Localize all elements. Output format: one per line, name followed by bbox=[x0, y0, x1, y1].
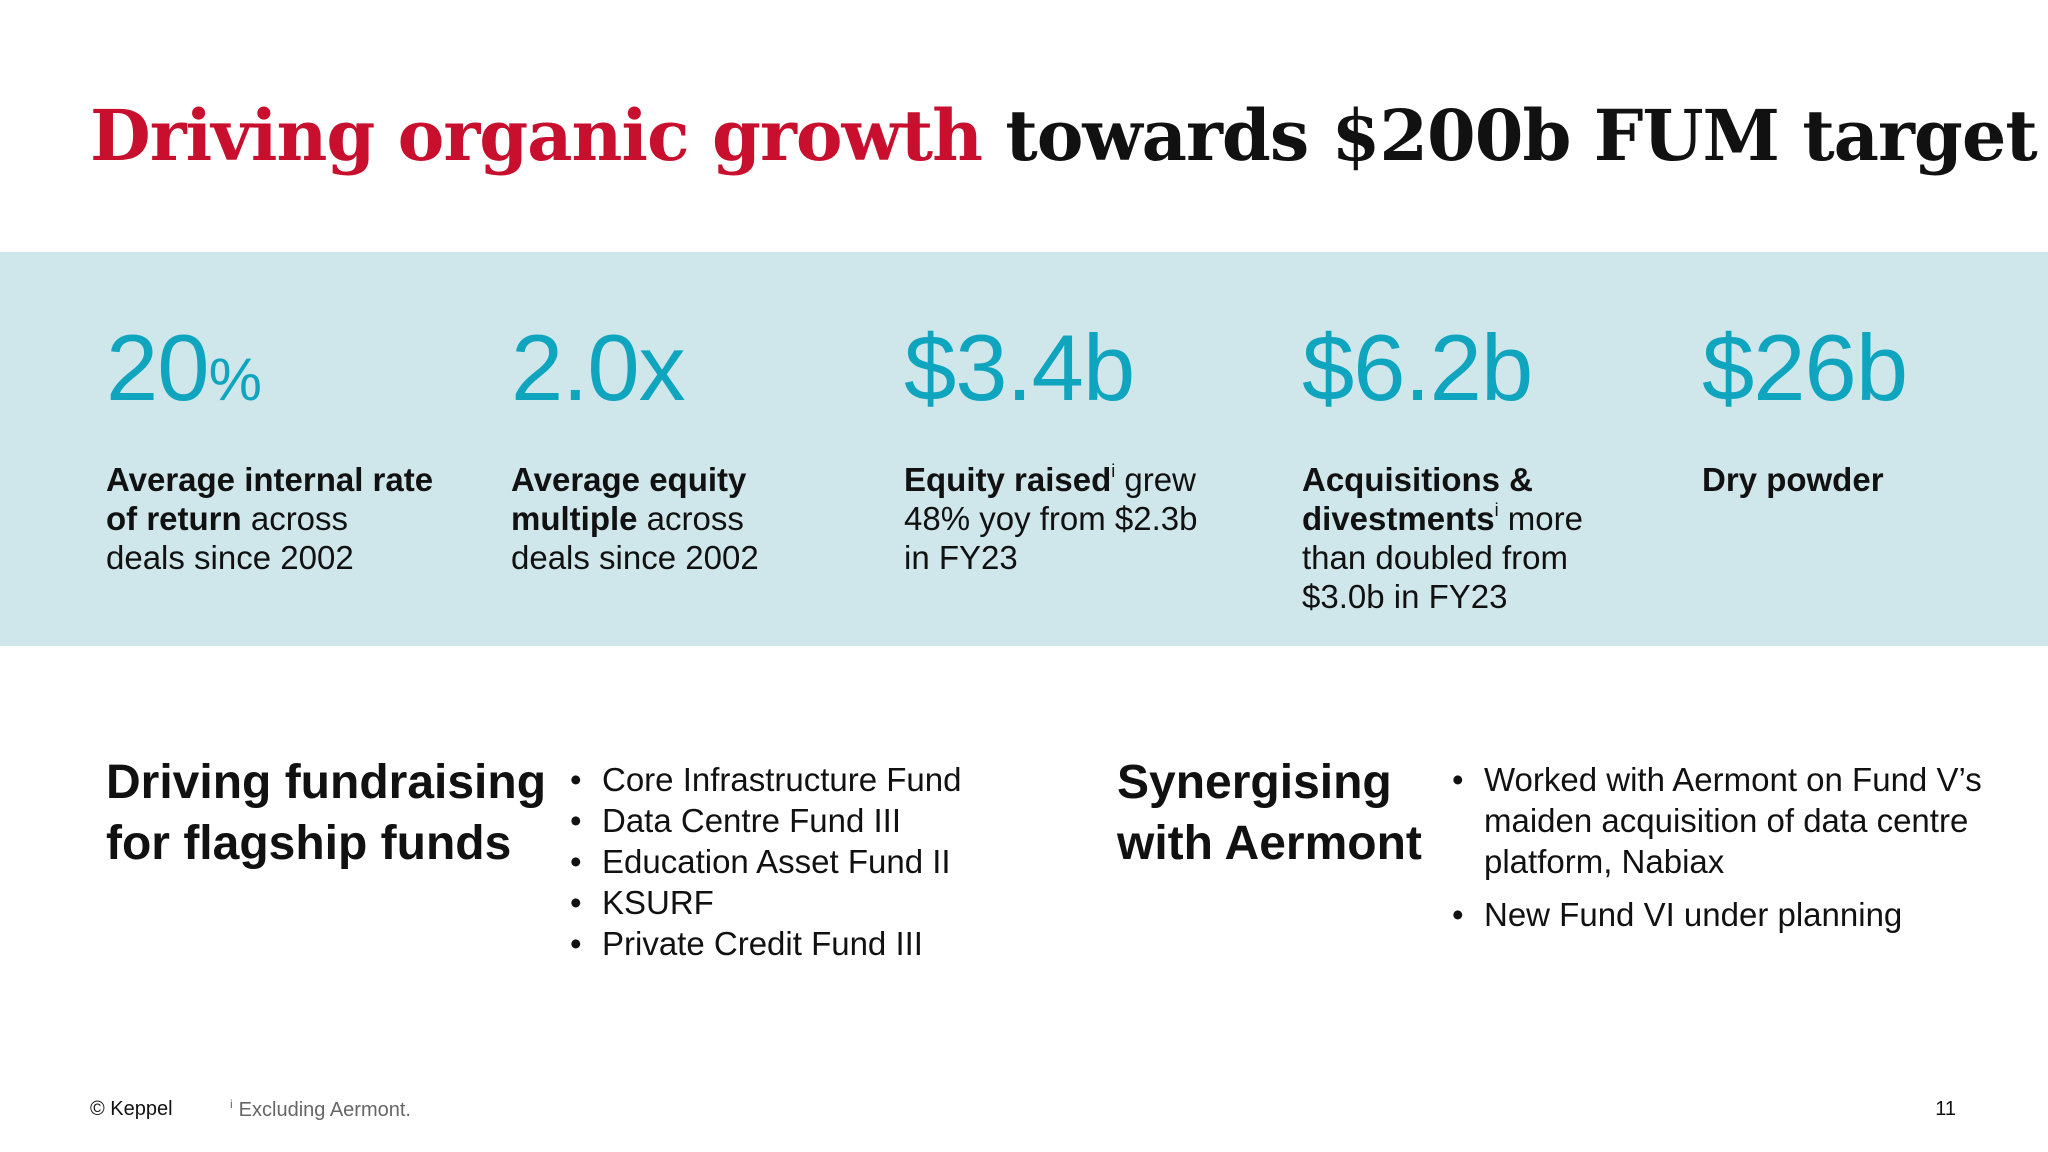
stat-equity-multiple: 2.0x Average equity multiple across deal… bbox=[511, 318, 841, 577]
stat-label-bold: Dry powder bbox=[1702, 461, 1884, 498]
stat-label-bold: Acquisitions & divestments bbox=[1302, 461, 1534, 537]
stat-label-bold: Equity raised bbox=[904, 461, 1112, 498]
stat-label-rest: across deals since 2002 bbox=[511, 500, 759, 576]
title-rest: towards $200b FUM target bbox=[982, 94, 2037, 177]
stat-description: Average equity multiple across deals sin… bbox=[511, 460, 781, 577]
stat-acquisitions-divestments: $6.2b Acquisitions & divestmentsi more t… bbox=[1302, 318, 1632, 616]
stat-label-rest: more than doubled from $3.0b in FY23 bbox=[1302, 500, 1583, 615]
footnote-marker: i bbox=[230, 1097, 233, 1111]
stat-label-bold: Average equity multiple bbox=[511, 461, 747, 537]
aermont-heading: Synergising with Aermont bbox=[1117, 752, 1422, 874]
copyright: © Keppel bbox=[90, 1098, 173, 1120]
list-item: KSURF bbox=[570, 882, 1030, 923]
list-item: Data Centre Fund III bbox=[570, 800, 1030, 841]
stat-number: 20 bbox=[106, 315, 210, 420]
stat-irr: 20% Average internal rate of return acro… bbox=[106, 318, 436, 577]
stat-description: Average internal rate of return across d… bbox=[106, 460, 436, 577]
stat-equity-raised: $3.4b Equity raisedi grew 48% yoy from $… bbox=[904, 318, 1234, 577]
list-item: Education Asset Fund II bbox=[570, 841, 1030, 882]
stat-description: Equity raisedi grew 48% yoy from $2.3b i… bbox=[904, 460, 1204, 577]
title-accent: Driving organic growth bbox=[90, 94, 983, 177]
list-item: Worked with Aermont on Fund V’s maiden a… bbox=[1452, 759, 1982, 882]
fundraising-list: Core Infrastructure Fund Data Centre Fun… bbox=[570, 759, 1030, 964]
stat-dry-powder: $26b Dry powder bbox=[1702, 318, 2032, 499]
stat-value: $3.4b bbox=[904, 315, 1135, 420]
page-number: 11 bbox=[1935, 1098, 1956, 1120]
heading-line: Driving fundraising bbox=[106, 756, 547, 809]
list-item: Private Credit Fund III bbox=[570, 923, 1030, 964]
list-item: New Fund VI under planning bbox=[1452, 894, 1982, 935]
stat-unit: % bbox=[208, 346, 262, 413]
stat-label-bold: Average internal rate of return bbox=[106, 461, 434, 537]
footnote-marker: i bbox=[1111, 461, 1116, 481]
stat-value: $26b bbox=[1702, 315, 1908, 420]
heading-line: for flagship funds bbox=[106, 817, 512, 870]
stat-label-rest: across deals since 2002 bbox=[106, 500, 354, 576]
fundraising-heading: Driving fundraising for flagship funds bbox=[106, 752, 546, 874]
footnote-text: Excluding Aermont. bbox=[238, 1099, 411, 1121]
heading-line: with Aermont bbox=[1117, 817, 1422, 870]
stat-value: 20% bbox=[106, 318, 436, 418]
footnote: i Excluding Aermont. bbox=[230, 1097, 411, 1123]
stat-value: $6.2b bbox=[1302, 315, 1533, 420]
list-item: Core Infrastructure Fund bbox=[570, 759, 1030, 800]
stat-description: Acquisitions & divestmentsi more than do… bbox=[1302, 460, 1602, 616]
heading-line: Synergising bbox=[1117, 756, 1392, 809]
stat-label-rest: grew 48% yoy from $2.3b in FY23 bbox=[904, 461, 1198, 576]
stats-band bbox=[0, 252, 2048, 646]
footnote-marker: i bbox=[1494, 500, 1499, 520]
aermont-list: Worked with Aermont on Fund V’s maiden a… bbox=[1452, 759, 1982, 947]
stat-description: Dry powder bbox=[1702, 460, 2002, 499]
slide-title: Driving organic growth towards $200b FUM… bbox=[90, 88, 2038, 184]
stat-value: 2.0x bbox=[511, 315, 686, 420]
